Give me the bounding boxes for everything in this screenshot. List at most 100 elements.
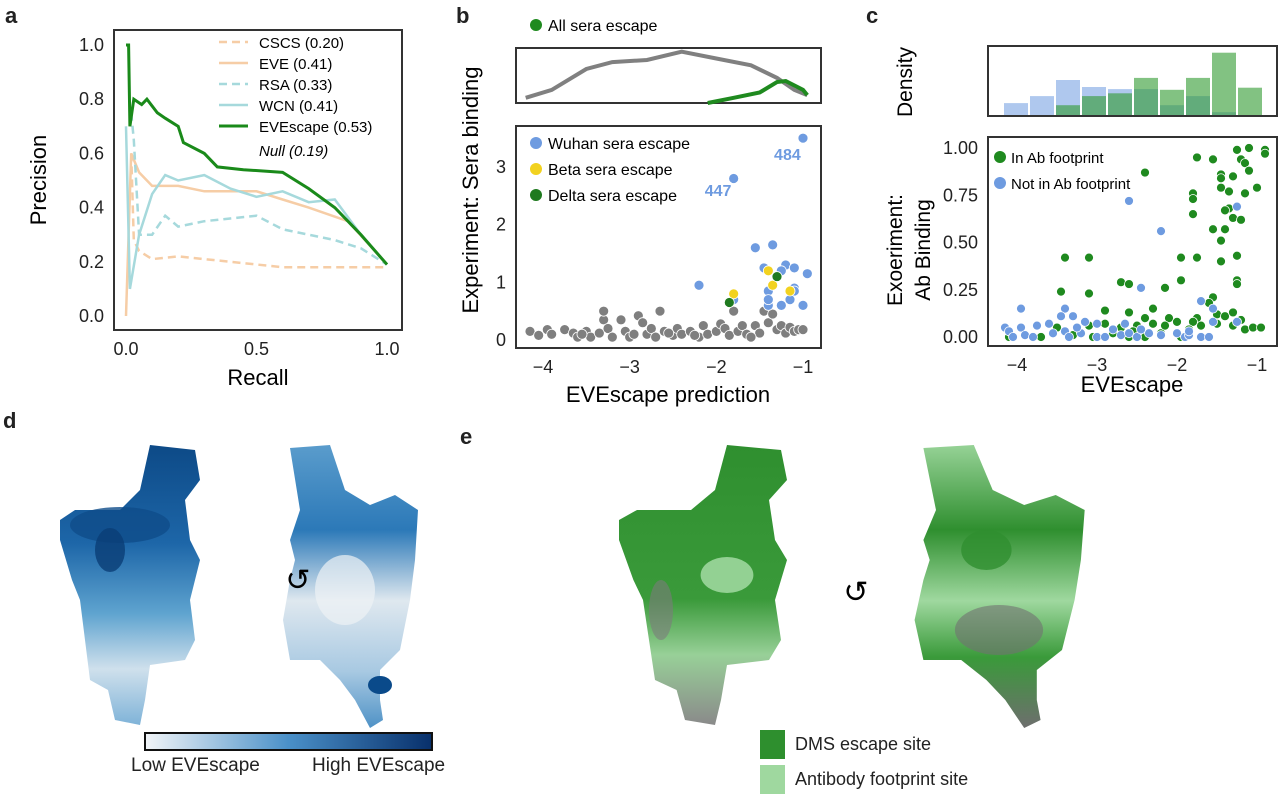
scatter-point <box>1032 320 1042 331</box>
x-tick-label: 1.0 <box>374 339 399 359</box>
scatter-point <box>728 305 740 317</box>
legend-item-dms: DMS escape site <box>760 729 968 759</box>
scatter-point <box>1136 324 1146 335</box>
scatter-point <box>1048 328 1058 339</box>
scatter-point <box>1100 305 1110 316</box>
density-frame <box>987 45 1278 117</box>
scatter-point <box>1124 196 1134 206</box>
scatter-point <box>1204 332 1214 342</box>
scatter-point <box>1172 328 1182 339</box>
scatter-point <box>1136 282 1146 293</box>
scatter-point <box>767 279 779 291</box>
scatter-point <box>762 294 774 306</box>
y-tick-label: 0.75 <box>943 185 978 205</box>
scatter-point <box>689 329 701 341</box>
colorbar-high-label: High EVEscape <box>312 755 446 776</box>
y-tick-label: 1.0 <box>79 35 104 55</box>
scatter-point <box>788 262 800 274</box>
histogram-bar <box>1160 89 1184 115</box>
x-tick-label: −1 <box>1247 355 1268 375</box>
scatter-point <box>1120 318 1130 329</box>
scatter-point <box>1140 167 1150 178</box>
scatter-point <box>1252 182 1262 193</box>
legend-label: Antibody footprint site <box>795 768 969 789</box>
legend-label: Wuhan sera escape <box>548 136 690 153</box>
y-tick-label: 0.4 <box>79 198 104 218</box>
legend-e: DMS escape site Antibody footprint site <box>760 729 968 794</box>
scatter-point <box>615 314 627 326</box>
scatter-point <box>1060 252 1070 263</box>
point-annotation: 447 <box>705 183 732 200</box>
legend-marker <box>530 137 542 149</box>
scatter-point <box>1208 224 1218 235</box>
legend-label: EVEscape (0.53) <box>259 119 372 136</box>
scatter-point <box>1216 235 1226 246</box>
scatter-point <box>546 328 558 340</box>
pr-curve <box>129 112 388 266</box>
x-tick-label: 0.0 <box>113 339 138 359</box>
scatter-point <box>801 268 813 280</box>
scatter-point <box>663 327 675 339</box>
legend-swatch <box>760 764 785 794</box>
x-tick-label: −4 <box>1007 355 1028 375</box>
scatter-point <box>1220 311 1230 322</box>
pr-curve <box>124 126 388 290</box>
legend-marker <box>530 19 542 31</box>
scatter-point <box>1092 318 1102 329</box>
scatter-point <box>1220 205 1230 216</box>
y-tick-label: 1.00 <box>943 138 978 158</box>
legend-label: WCN (0.41) <box>259 98 338 115</box>
panel-label-d: d <box>3 408 17 433</box>
scatter-point <box>1148 318 1158 329</box>
plot-frame <box>113 29 403 331</box>
x-tick-label: −3 <box>1087 355 1108 375</box>
scatter-point <box>1236 214 1246 225</box>
scatter-point <box>775 299 787 311</box>
scatter-point <box>1016 322 1026 333</box>
scatter-point <box>1240 188 1250 199</box>
panel-label-e: e <box>460 424 473 449</box>
scatter-point <box>1172 316 1182 327</box>
scatter-point <box>767 308 779 320</box>
scatter-point <box>797 132 809 144</box>
pr-curve <box>124 152 388 317</box>
scatter-point <box>1228 171 1238 182</box>
scatter-point <box>1084 252 1094 263</box>
chart-c-ab-binding: −4 −3 −2 −1 0.00 0.25 0.50 0.75 1.00 EVEscape Exoe… <box>884 45 1278 397</box>
scatter-point <box>1056 311 1066 322</box>
y-axis-label: Precision <box>26 135 51 225</box>
scatter-point <box>1188 209 1198 220</box>
pr-curve <box>126 43 389 266</box>
legend-null-label: Null (0.19) <box>259 143 328 160</box>
density-frame <box>515 47 822 104</box>
scatter-point <box>1208 316 1218 327</box>
scatter-point <box>650 331 662 343</box>
scatter-point <box>1216 182 1226 193</box>
y-tick-label: 2 <box>496 215 506 235</box>
panel-label-a: a <box>5 3 18 28</box>
scatter-point <box>1020 330 1030 341</box>
scatter-point <box>1064 332 1074 342</box>
charts-canvas: 0.0 0.5 1.0 0.0 0.2 0.4 0.6 0.8 1.0 Recall Precisi… <box>26 18 1278 407</box>
histogram-bar <box>1082 96 1106 115</box>
scatter-point <box>1100 332 1110 342</box>
density-axis-label: Density <box>894 46 917 117</box>
scatter-point <box>1132 332 1142 342</box>
histogram-bar <box>1004 103 1028 115</box>
legend-label: Delta sera escape <box>548 188 677 205</box>
scatter-point <box>749 242 761 254</box>
scatter-point <box>1080 316 1090 327</box>
pr-curve <box>129 153 387 269</box>
scatter-point <box>1072 322 1082 333</box>
scatter-point <box>1176 275 1186 286</box>
legend-label: RSA (0.33) <box>259 77 332 94</box>
scatter-point <box>1260 148 1270 159</box>
point-annotation: 484 <box>774 147 801 164</box>
scatter-point <box>1156 330 1166 341</box>
scatter-point <box>1220 224 1230 235</box>
y-tick-label: 0.50 <box>943 233 978 253</box>
scatter-point <box>771 271 783 282</box>
density-curve-escape <box>707 78 809 105</box>
scatter-point <box>767 239 779 251</box>
scatter-point <box>1216 256 1226 267</box>
